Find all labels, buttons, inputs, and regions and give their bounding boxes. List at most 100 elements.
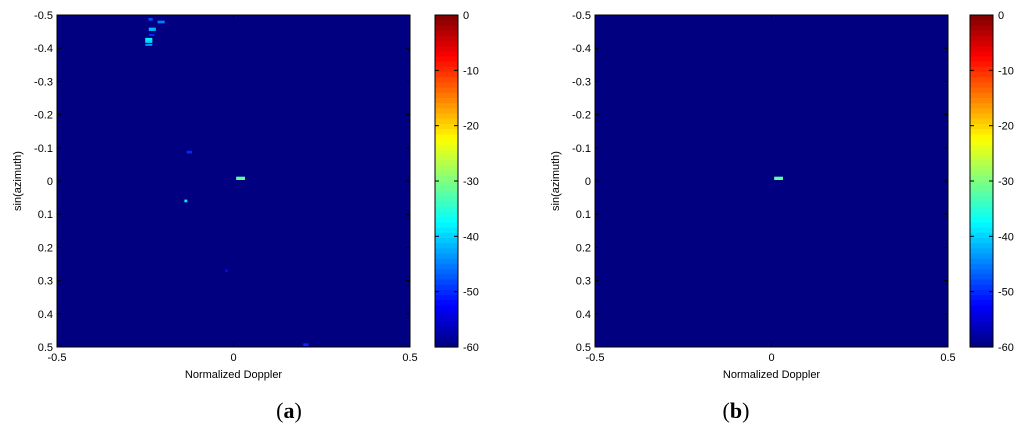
colorbar-segment (970, 98, 993, 104)
heatmap-cell (774, 176, 783, 180)
colorbar-segment (435, 191, 458, 198)
colorbar-segment (970, 181, 993, 187)
y-axis-label: sin(azimuth) (550, 151, 562, 211)
colorbar-segment (435, 123, 458, 130)
y-tick-label: 0.1 (38, 209, 53, 221)
x-tick-label: 0.5 (940, 352, 955, 364)
y-tick-label: 0.3 (576, 276, 591, 288)
heatmap-cell (225, 269, 228, 272)
x-axis-label: Normalized Doppler (185, 369, 283, 381)
colorbar-segment (435, 227, 458, 234)
colorbar-segment (970, 134, 993, 141)
colorbar-segment (970, 87, 993, 94)
colorbar-segment (970, 212, 993, 218)
heatmap-cell (186, 150, 193, 154)
colorbar-segment (435, 186, 458, 192)
colorbar-segment (435, 336, 458, 343)
colorbar-segment (970, 149, 993, 156)
y-tick-label: 0.1 (576, 209, 591, 221)
y-tick-label: 0.5 (576, 342, 591, 354)
colorbar-segment (970, 51, 993, 58)
colorbar-tick-label: -10 (463, 65, 479, 77)
heatmap-cell (157, 20, 165, 24)
colorbar-segment (435, 341, 458, 348)
colorbar-segment (970, 217, 993, 224)
colorbar-segment (435, 139, 458, 146)
colorbar-segment (435, 206, 458, 213)
colorbar-segment (435, 20, 458, 26)
colorbar-segment (970, 103, 993, 109)
colorbar-segment (970, 108, 993, 115)
colorbar-segment (970, 77, 993, 84)
colorbar-segment (970, 20, 993, 26)
colorbar-segment (970, 92, 993, 99)
heatmap-cell (148, 27, 156, 31)
colorbar-segment (435, 149, 458, 156)
colorbar-tick-label: -40 (463, 231, 479, 243)
colorbar-segment (435, 310, 458, 317)
colorbar-segment (435, 170, 458, 177)
colorbar-segment (970, 279, 993, 286)
colorbar-segment (435, 51, 458, 58)
heatmap-cell (303, 343, 309, 347)
colorbar-segment (435, 248, 458, 255)
heatmap-cell (184, 199, 188, 203)
colorbar-segment (435, 30, 458, 37)
y-tick-label: -0.5 (572, 10, 591, 22)
y-tick-label: -0.2 (572, 110, 591, 122)
colorbar-segment (435, 118, 458, 125)
colorbar-segment (435, 134, 458, 141)
y-tick-label: -0.3 (34, 76, 53, 88)
colorbar-segment (970, 232, 993, 239)
colorbar-segment (970, 341, 993, 348)
colorbar-segment (435, 201, 458, 208)
colorbar-segment (435, 82, 458, 89)
colorbar-segment (435, 46, 458, 52)
colorbar-segment (970, 300, 993, 307)
colorbar-segment (970, 123, 993, 130)
y-tick-label: -0.1 (572, 143, 591, 155)
colorbar-segment (970, 46, 993, 52)
colorbar-segment (970, 310, 993, 317)
heatmap-cell (145, 43, 153, 46)
colorbar-segment (435, 15, 458, 21)
colorbar-segment (970, 227, 993, 234)
y-tick-label: -0.3 (572, 76, 591, 88)
colorbar-segment (970, 155, 993, 161)
colorbar-segment (435, 279, 458, 286)
colorbar-tick-label: -50 (463, 287, 479, 299)
colorbar-segment (970, 331, 993, 338)
panel-letter: a (284, 398, 295, 423)
colorbar-segment (435, 243, 458, 250)
y-tick-label: 0.2 (576, 242, 591, 254)
colorbar-segment (435, 232, 458, 239)
x-axis-label: Normalized Doppler (723, 369, 821, 381)
colorbar-segment (435, 222, 458, 229)
colorbar-segment (970, 40, 993, 47)
colorbar-segment (435, 258, 458, 265)
chart-panel-a: -0.5 0 0.5-0.5-0.4-0.3-0.2-0.100.10.20.30.… (12, 10, 479, 423)
colorbar-segment (970, 15, 993, 21)
colorbar-segment (970, 336, 993, 343)
colorbar-segment (435, 40, 458, 47)
colorbar-segment (435, 35, 458, 42)
chart-panel-b: -0.5 0 0.5-0.5-0.4-0.3-0.2-0.100.10.20.30.… (550, 10, 1014, 423)
colorbar-tick-label: -60 (998, 342, 1014, 354)
colorbar-segment (970, 264, 993, 270)
colorbar-tick-label: 0 (463, 10, 469, 22)
colorbar-segment (435, 321, 458, 327)
colorbar-segment (970, 30, 993, 37)
colorbar-segment (970, 35, 993, 42)
colorbar-segment (435, 175, 458, 182)
colorbar-tick-label: -40 (998, 231, 1014, 243)
colorbar-segment (970, 82, 993, 89)
colorbar-segment (970, 160, 993, 167)
colorbar-segment (435, 238, 458, 244)
colorbar-segment (435, 212, 458, 218)
colorbar-tick-label: -30 (463, 176, 479, 188)
colorbar-segment (970, 113, 993, 120)
colorbar-segment (970, 186, 993, 192)
colorbar-segment (435, 92, 458, 99)
panel-label: (a) (276, 398, 302, 423)
